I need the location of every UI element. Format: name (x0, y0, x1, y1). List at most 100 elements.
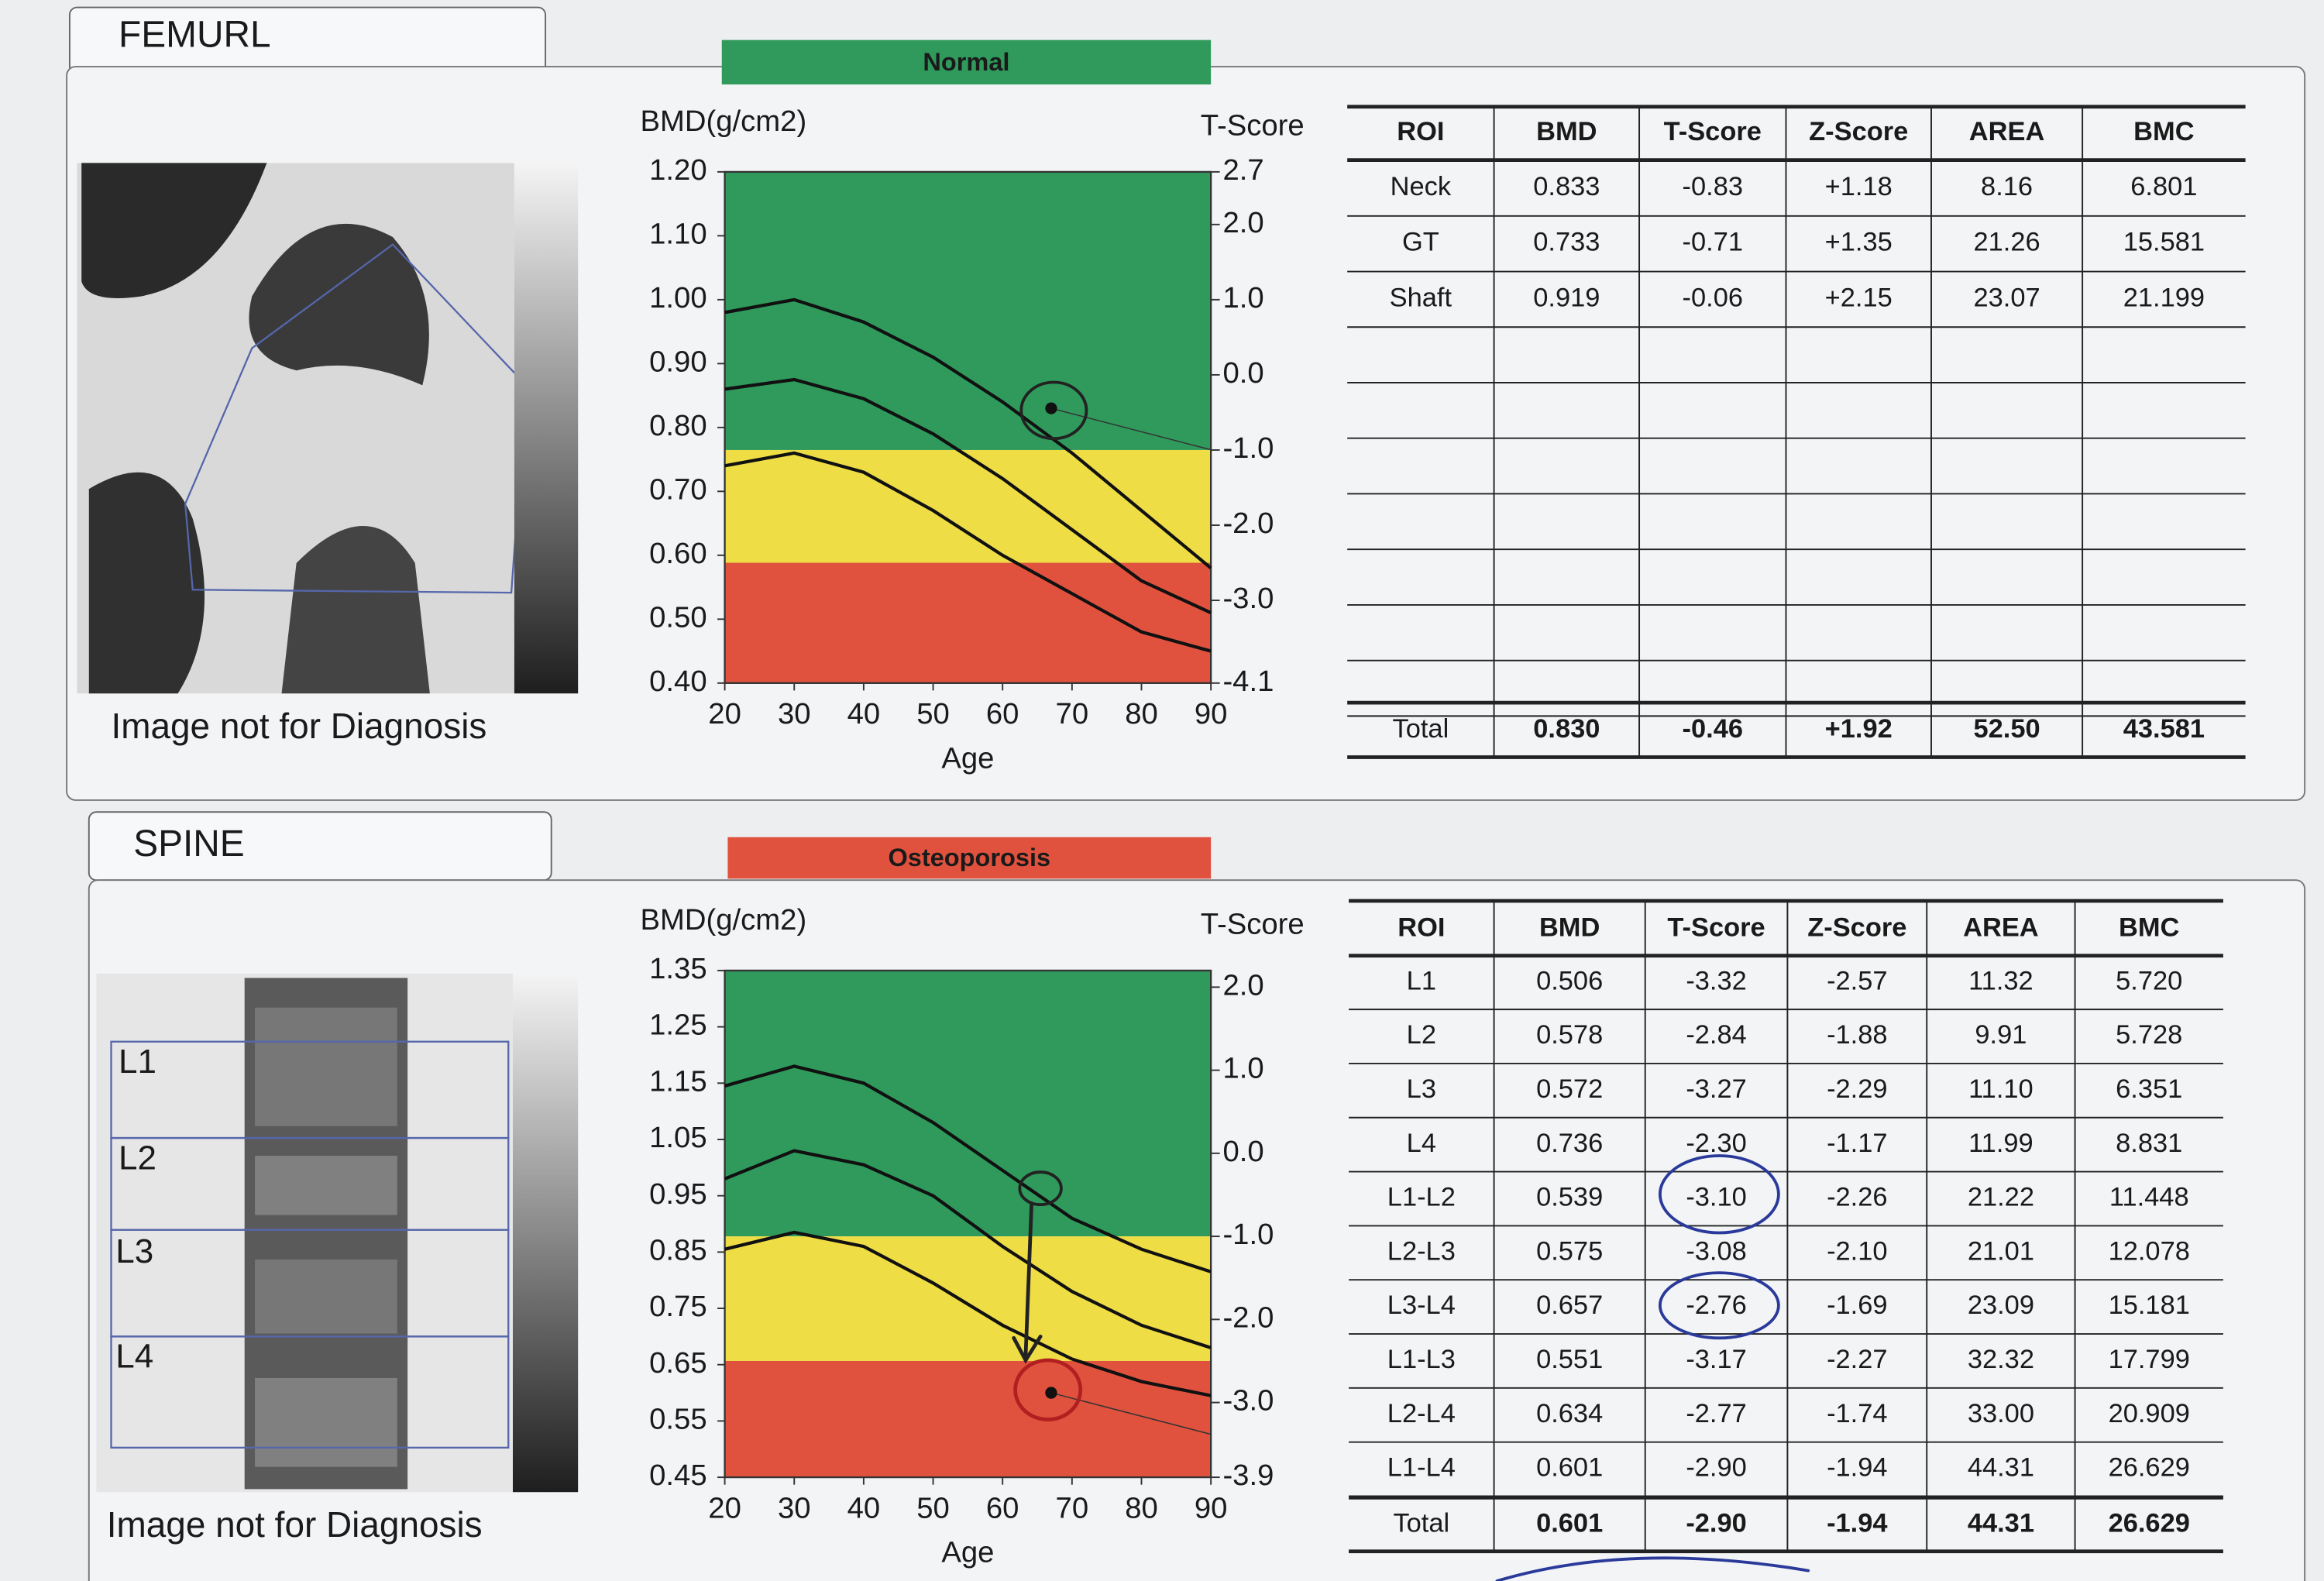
y-tick-label: 0.95 (649, 1177, 706, 1211)
reference-curve (724, 451, 1212, 653)
table-cell: 0.733 (1533, 228, 1600, 257)
table-cell: 6.801 (2130, 172, 2197, 201)
y-tick-label: 0.90 (649, 345, 706, 378)
image-note: Image not for Diagnosis (111, 706, 486, 746)
table-cell: 9.91 (1975, 1020, 2027, 1050)
table-cell: -1.88 (1827, 1020, 1887, 1050)
table-cell: -3.17 (1686, 1345, 1746, 1374)
table-cell: L1 (1407, 966, 1436, 995)
table-cell: 23.07 (1973, 283, 2040, 312)
y2-tick-label: 2.7 (1222, 153, 1263, 187)
table-cell: L3 (1407, 1074, 1436, 1104)
table-cell: -2.90 (1686, 1453, 1746, 1483)
table-cell: L2 (1407, 1020, 1436, 1050)
table-cell: 15.581 (2123, 228, 2205, 257)
image-label: L1 (119, 1043, 156, 1081)
y-tick-label: 1.10 (649, 217, 706, 250)
table-cell: 21.01 (1968, 1236, 2034, 1266)
table-header: AREA (1963, 913, 2039, 942)
table-header: BMC (2119, 913, 2179, 942)
table-cell: -2.76 (1686, 1291, 1746, 1320)
y2-tick-label: -2.0 (1222, 507, 1274, 540)
table-cell: 0.578 (1536, 1020, 1603, 1050)
table-cell: 0.601 (1536, 1453, 1603, 1483)
y-tick-label: 0.65 (649, 1346, 706, 1380)
image-label: L4 (115, 1338, 153, 1376)
table-cell: Neck (1391, 172, 1452, 201)
panel-title: FEMURL (119, 14, 271, 55)
reference-curve (724, 1149, 1212, 1349)
table-total: Total (1393, 1508, 1449, 1538)
table-cell: -2.26 (1827, 1183, 1887, 1212)
table-cell: 6.351 (2116, 1074, 2182, 1104)
table-cell: 0.919 (1533, 283, 1600, 312)
table-cell: 5.728 (2116, 1020, 2182, 1050)
image-label: L2 (119, 1139, 156, 1177)
y2-axis-label: T-Score (1201, 908, 1305, 941)
table-cell: 44.31 (1968, 1453, 2034, 1483)
table-cell: 17.799 (2109, 1345, 2190, 1374)
x-tick-label: 60 (986, 1491, 1019, 1524)
table-cell: -1.74 (1827, 1399, 1887, 1428)
y-tick-label: 0.85 (649, 1233, 706, 1267)
y-tick-label: 1.20 (649, 153, 706, 187)
table-cell: L4 (1407, 1129, 1436, 1158)
table-cell: 26.629 (2109, 1453, 2190, 1483)
table-cell: 11.448 (2109, 1183, 2189, 1212)
table-cell: -1.94 (1827, 1453, 1887, 1483)
table-header: Z-Score (1807, 913, 1906, 942)
x-tick-label: 80 (1125, 1491, 1158, 1524)
table-total: 44.31 (1968, 1508, 2034, 1538)
table-cell: 0.634 (1536, 1399, 1603, 1428)
y2-tick-label: -2.0 (1222, 1301, 1274, 1334)
table-cell: 0.539 (1536, 1183, 1603, 1212)
zone (724, 171, 1212, 450)
table-cell: 21.22 (1968, 1183, 2034, 1212)
y-tick-label: 1.25 (649, 1009, 706, 1042)
y-tick-label: 0.50 (649, 600, 706, 634)
x-tick-label: 20 (708, 1491, 741, 1524)
table-cell: -0.83 (1683, 172, 1743, 201)
spine-image (96, 973, 579, 1493)
table-header: T-Score (1664, 117, 1762, 146)
y-tick-label: 1.35 (649, 952, 706, 985)
table-cell: -3.10 (1686, 1183, 1746, 1212)
y-tick-label: 0.60 (649, 537, 706, 570)
table-header: ROI (1397, 913, 1445, 942)
table-cell: -0.06 (1683, 283, 1743, 312)
table-cell: -2.84 (1686, 1020, 1746, 1050)
image-label: L3 (115, 1232, 153, 1270)
patient-point (1045, 1387, 1057, 1399)
y-axis-label: BMD(g/cm2) (641, 903, 807, 937)
y2-tick-label: 0.0 (1222, 356, 1263, 390)
table-cell: 0.657 (1536, 1291, 1603, 1320)
table-cell: L3-L4 (1387, 1291, 1456, 1320)
reference-curve (724, 1230, 1212, 1397)
table-total: 0.601 (1536, 1508, 1603, 1538)
table-cell: L2-L3 (1387, 1236, 1456, 1266)
x-tick-label: 90 (1195, 1491, 1228, 1524)
table-cell: +2.15 (1825, 283, 1893, 312)
handwriting (1012, 380, 1810, 1581)
y-tick-label: 1.00 (649, 281, 706, 314)
table-cell: -2.30 (1686, 1129, 1746, 1158)
table-cell: +1.18 (1825, 172, 1893, 201)
y2-tick-label: 0.0 (1222, 1135, 1263, 1168)
table-cell: +1.35 (1825, 228, 1893, 257)
y2-tick-label: -3.0 (1222, 582, 1274, 615)
x-tick-label: 70 (1056, 697, 1089, 730)
y2-tick-label: -3.9 (1222, 1459, 1274, 1492)
y-tick-label: 0.80 (649, 409, 706, 442)
x-tick-label: 80 (1125, 697, 1158, 730)
x-tick-label: 90 (1195, 697, 1228, 730)
table-cell: Shaft (1390, 283, 1452, 312)
table-total: 0.830 (1533, 714, 1600, 744)
table-cell: -3.32 (1686, 966, 1746, 995)
table-cell: -1.69 (1827, 1291, 1887, 1320)
table-cell: -2.57 (1827, 966, 1887, 995)
table-cell: 12.078 (2109, 1236, 2190, 1266)
patient-point (1045, 402, 1057, 414)
table-cell: 11.10 (1968, 1074, 2033, 1104)
y-tick-label: 1.15 (649, 1064, 706, 1098)
